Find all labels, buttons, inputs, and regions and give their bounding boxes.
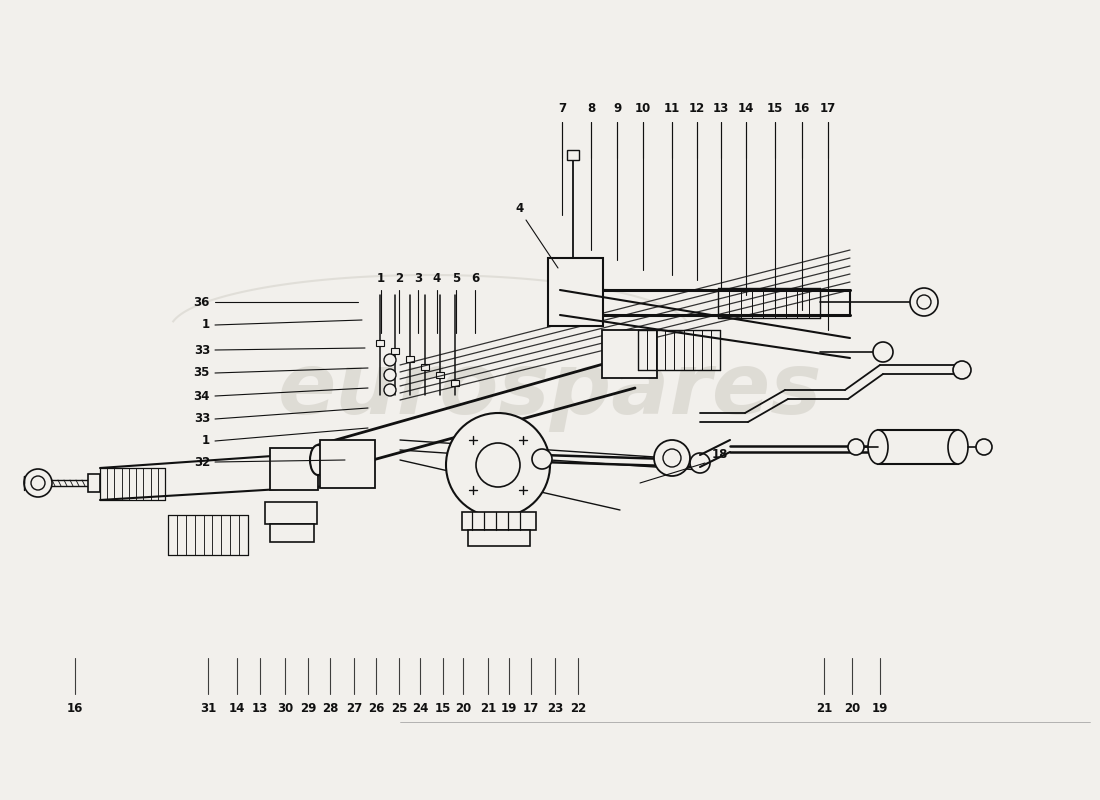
- Ellipse shape: [690, 453, 710, 473]
- Text: 34: 34: [194, 390, 210, 402]
- Text: 1: 1: [202, 434, 210, 447]
- Ellipse shape: [384, 384, 396, 396]
- Bar: [468, 530, 530, 546]
- Text: 28: 28: [322, 702, 338, 714]
- Ellipse shape: [873, 342, 893, 362]
- Text: 20: 20: [844, 702, 860, 714]
- Ellipse shape: [310, 445, 326, 475]
- Text: 33: 33: [194, 413, 210, 426]
- Text: eurospares: eurospares: [277, 349, 823, 431]
- Bar: [390, 348, 399, 354]
- Text: 21: 21: [480, 702, 496, 714]
- Text: 4: 4: [433, 271, 441, 285]
- Ellipse shape: [848, 439, 864, 455]
- Text: 32: 32: [194, 455, 210, 469]
- Text: 23: 23: [547, 702, 563, 714]
- Bar: [88, 474, 100, 492]
- Text: 10: 10: [635, 102, 651, 114]
- Ellipse shape: [446, 413, 550, 517]
- Text: 29: 29: [300, 702, 316, 714]
- Text: 20: 20: [455, 702, 471, 714]
- Text: 6: 6: [471, 271, 480, 285]
- Ellipse shape: [976, 439, 992, 455]
- Ellipse shape: [948, 430, 968, 464]
- Text: 5: 5: [452, 271, 460, 285]
- Text: 31: 31: [200, 702, 216, 714]
- Bar: [451, 380, 459, 386]
- Text: 2: 2: [395, 271, 403, 285]
- Text: 13: 13: [252, 702, 268, 714]
- Bar: [462, 512, 536, 530]
- Ellipse shape: [384, 369, 396, 381]
- Text: 27: 27: [345, 702, 362, 714]
- Text: 14: 14: [738, 102, 755, 114]
- Text: 4: 4: [516, 202, 524, 214]
- Text: 8: 8: [587, 102, 595, 114]
- Bar: [436, 372, 444, 378]
- Text: 13: 13: [713, 102, 729, 114]
- Text: 1: 1: [202, 318, 210, 331]
- Ellipse shape: [917, 295, 931, 309]
- Ellipse shape: [31, 476, 45, 490]
- Text: 3: 3: [414, 271, 422, 285]
- Text: 16: 16: [794, 102, 811, 114]
- Text: 26: 26: [367, 702, 384, 714]
- Text: 1: 1: [377, 271, 385, 285]
- Ellipse shape: [868, 430, 888, 464]
- Text: 25: 25: [390, 702, 407, 714]
- Ellipse shape: [654, 440, 690, 476]
- Text: 7: 7: [558, 102, 566, 114]
- Bar: [320, 440, 375, 488]
- Text: 35: 35: [194, 366, 210, 379]
- Text: 24: 24: [411, 702, 428, 714]
- Text: 36: 36: [194, 295, 210, 309]
- Ellipse shape: [532, 449, 552, 469]
- Text: 12: 12: [689, 102, 705, 114]
- Ellipse shape: [476, 443, 520, 487]
- Bar: [602, 330, 657, 378]
- Text: 9: 9: [613, 102, 621, 114]
- Text: 18: 18: [712, 449, 728, 462]
- Text: 15: 15: [767, 102, 783, 114]
- Ellipse shape: [24, 469, 52, 497]
- Ellipse shape: [953, 361, 971, 379]
- Text: 30: 30: [277, 702, 293, 714]
- Bar: [376, 340, 384, 346]
- Bar: [265, 502, 317, 524]
- Text: 14: 14: [229, 702, 245, 714]
- Ellipse shape: [910, 288, 938, 316]
- Text: 16: 16: [67, 702, 84, 714]
- Text: 33: 33: [194, 343, 210, 357]
- Bar: [878, 430, 958, 464]
- Bar: [270, 524, 314, 542]
- Text: 11: 11: [664, 102, 680, 114]
- Text: 15: 15: [434, 702, 451, 714]
- Text: 22: 22: [570, 702, 586, 714]
- Ellipse shape: [663, 449, 681, 467]
- Ellipse shape: [384, 354, 396, 366]
- Bar: [421, 364, 429, 370]
- Text: 17: 17: [820, 102, 836, 114]
- Text: 17: 17: [522, 702, 539, 714]
- Text: 19: 19: [872, 702, 888, 714]
- Text: 19: 19: [500, 702, 517, 714]
- Bar: [406, 356, 414, 362]
- Text: 21: 21: [816, 702, 832, 714]
- Bar: [270, 448, 318, 490]
- Bar: [566, 150, 579, 160]
- Bar: [548, 258, 603, 326]
